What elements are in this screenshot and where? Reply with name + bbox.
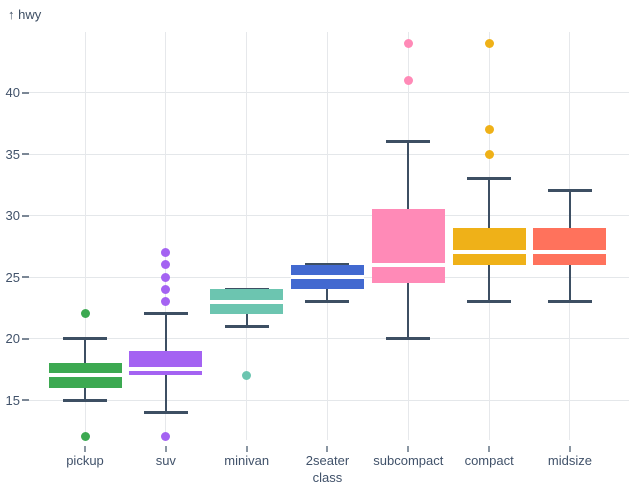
outlier-dot-suv [161,272,171,282]
x-tick-mark [326,446,329,452]
outlier-dot-subcompact [403,75,413,85]
y-gridline [29,92,629,93]
y-tick-mark [22,337,29,340]
y-gridline [29,399,629,401]
outlier-dot-suv [161,297,171,307]
x-category-label: compact [464,453,514,468]
median-line-subcompact [371,262,445,267]
whisker-cap [467,177,512,181]
x-tick-mark [84,446,86,452]
y-gridline [29,215,629,216]
median-line-minivan [210,299,284,304]
outlier-dot-subcompact [403,38,413,48]
median-line-compact [452,250,526,255]
whisker-cap [63,398,107,402]
median-line-2seater [290,275,364,279]
y-gridline [29,153,629,155]
whisker-cap [467,300,512,304]
y-tick-mark [22,276,29,278]
x-tick-mark [407,446,410,452]
y-tick-mark [22,399,29,401]
y-gridline [29,338,629,339]
outlier-dot-suv [161,284,171,294]
y-tick-label: 20 [5,331,20,346]
y-tick-mark [22,214,29,217]
x-tick-mark [164,446,167,452]
x-category-label: pickup [66,453,104,468]
box-midsize [533,227,607,265]
x-gridline [246,32,248,440]
x-tick-mark [245,446,248,452]
whisker-cap [386,337,431,340]
outlier-dot-minivan [242,370,252,380]
y-axis-label: ↑ hwy [8,7,42,22]
y-tick-label: 30 [5,208,20,223]
whisker-cap [63,337,107,340]
outlier-dot-suv [161,260,171,270]
whisker-cap [547,300,592,304]
y-tick-label: 25 [5,269,20,285]
x-category-label: suv [155,453,176,468]
x-gridline [326,32,328,440]
y-tick-label: 35 [5,146,20,162]
y-tick-label: 40 [5,85,20,100]
box-compact [452,227,526,265]
outlier-dot-compact [484,124,494,134]
box-suv [129,350,203,376]
median-line-midsize [533,250,607,255]
whisker-cap [305,300,350,304]
outlier-dot-suv [161,432,171,442]
x-axis-title: class [312,470,343,485]
x-category-label: minivan [224,453,270,468]
whisker-cap [386,140,431,144]
y-tick-mark [22,91,29,94]
x-category-label: subcompact [373,453,444,468]
y-tick-label: 15 [5,392,20,408]
whisker-cap [547,189,592,193]
x-tick-mark [488,446,491,452]
x-category-label: midsize [547,453,592,468]
box-subcompact [371,209,445,284]
median-line-pickup [48,373,122,378]
x-tick-mark [568,446,571,452]
outlier-dot-suv [161,247,171,257]
whisker-cap [143,312,188,316]
outlier-dot-compact [484,149,494,159]
outlier-dot-compact [484,38,494,48]
x-category-label: 2seater [305,453,350,468]
outlier-dot-pickup [80,309,90,319]
whisker-cap [143,410,188,414]
median-line-suv [129,367,203,372]
x-gridline [84,32,86,440]
whisker-cap [224,324,269,328]
y-tick-mark [22,153,29,155]
outlier-dot-pickup [80,432,90,442]
x-gridline [165,32,167,440]
